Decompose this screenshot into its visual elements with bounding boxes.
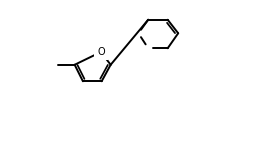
Text: O: O xyxy=(97,47,105,57)
